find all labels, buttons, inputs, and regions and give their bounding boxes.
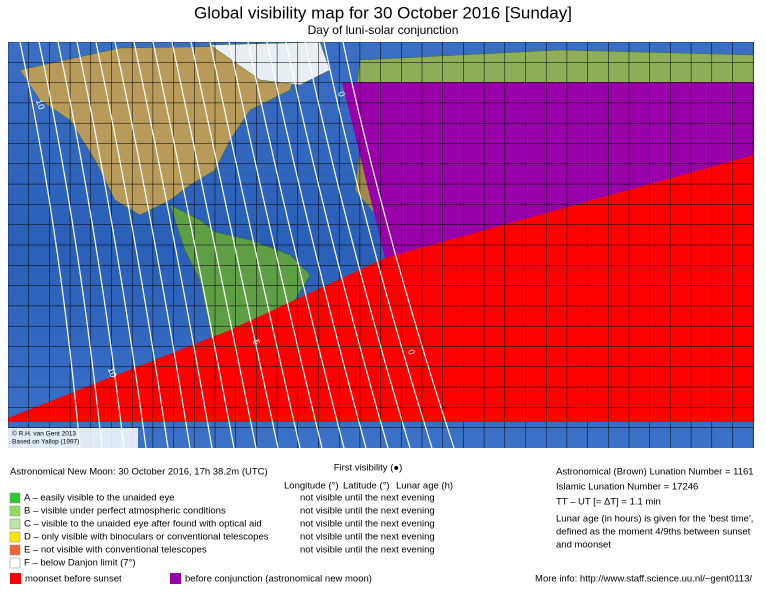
visibility-curve [76, 42, 147, 448]
visibility-status: not visible until the next evening [300, 532, 435, 543]
visibility-curve [323, 42, 433, 448]
brown-lunation: Astronomical (Brown) Lunation Number = 1… [556, 467, 754, 478]
legend-label: C – visible to the unaided eye after fou… [24, 519, 262, 530]
before-conjunction-region [342, 82, 754, 258]
note: defined as the moment 4/9ths between sun… [556, 527, 751, 538]
visibility-status: not visible until the next evening [300, 519, 435, 530]
legend-label: D – only visible with binoculars or conv… [24, 532, 269, 543]
more-info: More info: http://www.staff.science.uu.n… [535, 574, 752, 585]
contour-label: 10 [34, 98, 47, 111]
column-header: Latitude (°) [343, 481, 390, 492]
visibility-curve [190, 42, 279, 448]
subtitle: Day of luni-solar conjunction [308, 23, 459, 37]
legend-swatch [9, 492, 21, 504]
islamic-lunation: Islamic Lunation Number = 17246 [556, 482, 698, 493]
credit: Based on Yallop (1997) [12, 439, 79, 446]
visibility-status: not visible until the next evening [300, 493, 435, 504]
legend-swatch [9, 518, 21, 530]
visibility-status: not visible until the next evening [300, 545, 435, 556]
visibility-curve [228, 42, 323, 448]
visibility-curve [38, 42, 103, 448]
column-header: Lunar age (h) [396, 481, 453, 492]
credit-box [8, 428, 138, 448]
visibility-curve [342, 42, 455, 448]
credit: © R.H. van Gent 2013 [12, 430, 76, 438]
visibility-curves: 10 5 0 10 0 [19, 42, 455, 448]
legend-label: F – below Danjon limit (7°) [24, 558, 136, 569]
legend-swatch [9, 557, 21, 569]
new-moon: Astronomical New Moon: 30 October 2016, … [10, 467, 268, 478]
note: and moonset [556, 540, 611, 551]
legend-swatch [9, 531, 21, 543]
contour-label: 10 [106, 366, 119, 379]
contour-label: 5 [251, 338, 262, 346]
contour-label: 0 [406, 348, 417, 356]
region-label: moonset before sunset [25, 574, 122, 585]
visibility-curve [133, 42, 213, 448]
visibility-curve [209, 42, 301, 448]
column-header: Longitude (°) [284, 481, 339, 492]
visibility-curve [171, 42, 257, 448]
region-swatch [170, 573, 181, 584]
contour-label: 0 [336, 90, 347, 98]
visibility-curve [57, 42, 125, 448]
visibility-status: not visible until the next evening [300, 506, 435, 517]
map: 10 5 0 10 0 © R.H. van Gent 2013 Based on Ya… [8, 42, 754, 448]
first-visibility: First visibility (●) [334, 463, 403, 474]
visibility-curve [247, 42, 345, 448]
visibility-curve [304, 42, 411, 448]
visibility-curve [285, 42, 389, 448]
region-swatch [10, 573, 21, 584]
legend-label: A – easily visible to the unaided eye [24, 493, 175, 504]
note: Lunar age (in hours) is given for the 'b… [556, 514, 753, 525]
visibility-curve [152, 42, 235, 448]
legend-label: E – not visible with conventional telesc… [24, 545, 207, 556]
visibility-curve [266, 42, 367, 448]
visibility-curve [114, 42, 191, 448]
visibility-curve [19, 42, 81, 448]
legend-swatch [9, 544, 21, 556]
legend-swatch [9, 505, 21, 517]
title: Global visibility map for 30 October 201… [194, 3, 572, 22]
visibility-curve [95, 42, 169, 448]
legend-label: B – visible under perfect atmospheric co… [24, 506, 226, 517]
delta-t: TT – UT [= ΔT] = 1.1 min [556, 497, 661, 508]
region-label: before conjunction (astronomical new moo… [185, 574, 372, 585]
grid [8, 42, 754, 448]
